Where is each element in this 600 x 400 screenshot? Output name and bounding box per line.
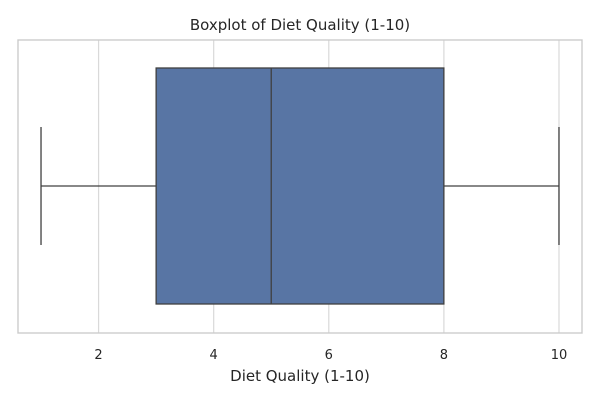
x-tick-label-2: 2 [94, 348, 102, 363]
iqr-box [155, 67, 445, 305]
x-tick-label-6: 6 [325, 348, 333, 363]
x-tick-label-8: 8 [440, 348, 448, 363]
x-tick-label-10: 10 [551, 348, 568, 363]
box-layer [40, 67, 560, 305]
x-axis-label: Diet Quality (1-10) [230, 367, 370, 385]
x-ticks: 2 4 6 8 10 [94, 348, 567, 363]
chart-title: Boxplot of Diet Quality (1-10) [190, 16, 410, 34]
x-tick-label-4: 4 [210, 348, 218, 363]
plot-frame [17, 39, 583, 334]
